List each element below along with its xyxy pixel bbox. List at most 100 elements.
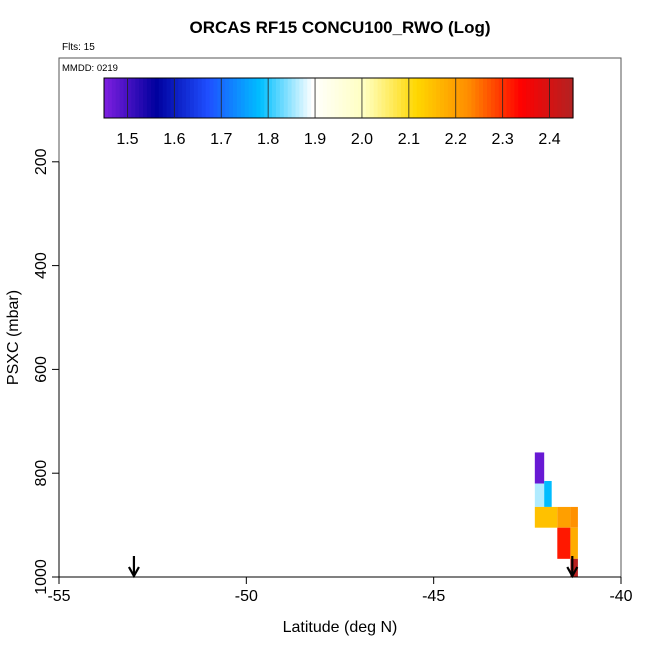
x-tick-label: -50 [235,588,258,605]
colorbar-segment [436,78,441,118]
colorbar-segment [111,78,117,118]
colorbar-segment [401,78,406,118]
colorbar-segment [545,78,551,118]
colorbar-segment [487,78,492,118]
colorbar-segment [350,78,355,118]
colorbar-segment [553,78,558,118]
colorbar-segment [432,78,437,118]
colorbar-segment [498,78,504,118]
heatmap-cell-3 [534,506,558,528]
colorbar-segment [354,78,359,118]
colorbar-tick-label: 2.3 [492,131,514,148]
colorbar-segment [174,78,179,118]
colorbar-segment [483,78,488,118]
colorbar-segment [459,78,465,118]
heatmap-cell-6 [557,527,571,559]
y-tick-label: 1000 [33,559,50,595]
heatmap-cell-2 [544,480,552,507]
colorbar-segment [158,78,164,118]
colorbar-tick-label: 2.1 [398,131,420,148]
colorbar-segment [205,78,211,118]
markers [127,556,579,579]
colorbar-segment [377,78,383,118]
colorbar-segment [279,78,285,118]
colorbar-segment [197,78,203,118]
colorbar-segment [189,78,195,118]
colorbar-segment [530,78,535,118]
colorbar-segment [186,78,191,118]
colorbar-tick-label: 1.9 [304,131,326,148]
colorbar-segment [537,78,543,118]
colorbar-segment [365,78,371,118]
colorbar-segment [506,78,512,118]
colorbar-segment [135,78,140,118]
colorbar-tick-label: 2.0 [351,131,373,148]
colorbar-segment [522,78,527,118]
colorbar-segment [287,78,293,118]
colorbar-segment [346,78,351,118]
colorbar-segment [291,78,297,118]
date-label: MMDD: 0219 [62,63,118,74]
colorbar-segment [502,78,508,118]
y-tick-label: 400 [33,252,50,279]
colorbar-segment [404,78,410,118]
colorbar-frame [103,77,574,119]
colorbar-segment [494,78,500,118]
colorbar-segment [358,78,363,118]
heatmap-cell-0 [534,452,545,484]
heatmap-cell-8 [570,558,578,577]
axes: MMDD: 0219 -55 -50 -45 -40 Latitude (deg N) 20… [5,57,633,636]
colorbar-segment [252,78,258,118]
heatmap-cell-5 [570,506,578,528]
colorbar-segment [342,78,347,118]
colorbar-segment [389,78,394,118]
colorbar-segment [260,78,265,118]
colorbar-segment [479,78,484,118]
colorbar-segment [236,78,242,118]
colorbar-segment [526,78,531,118]
colorbar-segment [307,78,312,118]
colorbar-tick-label: 1.5 [116,131,138,148]
colorbar-segment [338,78,344,118]
colorbar-segment [201,78,207,118]
colorbar-segment [318,78,324,118]
colorbar-segment [565,78,570,118]
colorbar-segment [104,78,109,118]
colorbar-segment [440,78,445,118]
colorbar-tick-label: 2.2 [445,131,467,148]
colorbar-segment [510,78,515,118]
colorbar-segment [303,78,308,118]
x-tick-label: -45 [422,588,445,605]
colorbar-segment [295,78,301,118]
colorbar-segment [127,78,132,118]
colorbar-segment [139,78,144,118]
colorbar-segment [326,78,332,118]
colorbar-segment [475,78,480,118]
colorbar-segment [447,78,453,118]
colorbar-segment [244,78,250,118]
colorbar-segment [549,78,555,118]
colorbar-segment [123,78,129,118]
colorbar-segment [182,78,187,118]
colorbar-segment [467,78,472,118]
colorbar-tick-label: 1.7 [210,131,232,148]
colorbar-segment [393,78,398,118]
colorbar-segment [408,78,414,118]
colorbar-segment [397,78,402,118]
colorbar-segment [412,78,418,118]
heatmap-cell-7 [570,527,578,559]
colorbar-segment [225,78,230,118]
colorbar-segment [154,78,160,118]
colorbar-segment [424,78,429,118]
colorbar-segment [146,78,152,118]
colorbar-segment [209,78,215,118]
colorbar-segment [193,78,199,118]
colorbar-segment [514,78,519,118]
colorbar-segment [275,78,281,118]
colorbar-segment [107,78,113,118]
colorbar-segment [373,78,379,118]
x-axis-label: Latitude (deg N) [283,619,398,636]
colorbar-segment [569,78,574,118]
colorbar-segment [240,78,246,118]
